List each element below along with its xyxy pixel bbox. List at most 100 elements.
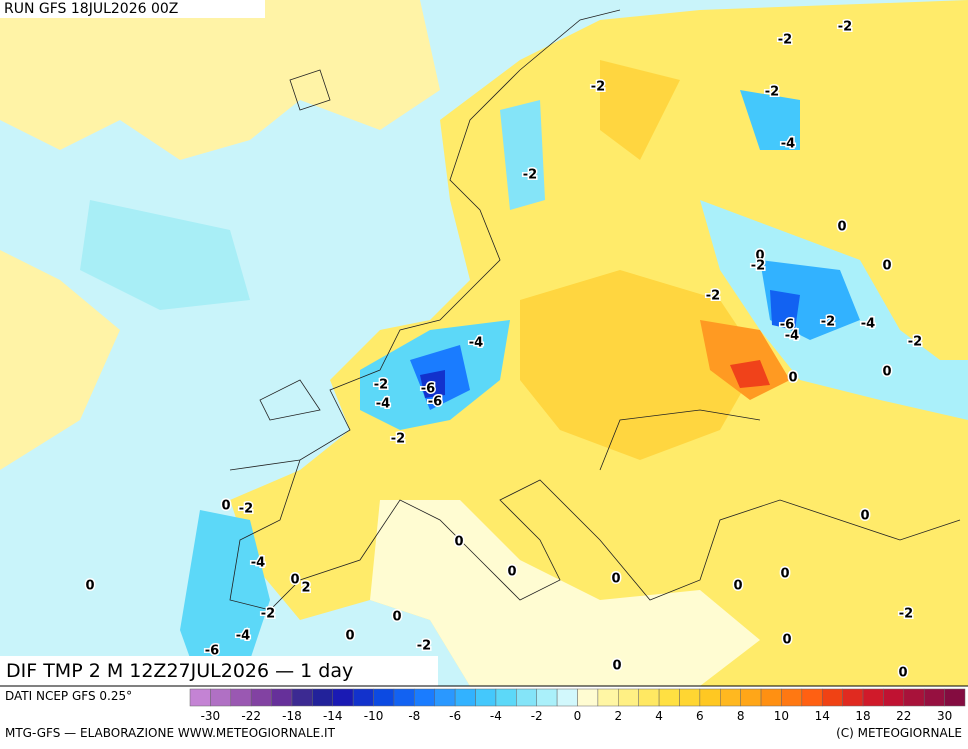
contour-label: 0 — [782, 633, 791, 648]
colorbar-swatch — [862, 688, 884, 707]
contour-label: -2 — [821, 315, 835, 330]
field-cool — [500, 100, 545, 210]
footer-right: (C) METEOGIORNALE — [836, 726, 962, 740]
colorbar-tick-label: 0 — [574, 709, 582, 723]
colorbar-swatch — [679, 688, 701, 707]
colorbar-swatch — [801, 688, 823, 707]
contour-label: -2 — [239, 502, 253, 517]
contour-label: -6 — [428, 395, 442, 410]
colorbar-tick-label: 8 — [737, 709, 745, 723]
map-caption: DIF TMP 2 M 12Z27JUL2026 — 1 day — [6, 660, 353, 682]
contour-label: 0 — [290, 573, 299, 588]
colorbar-tick-label: -30 — [201, 709, 221, 723]
colorbar-swatch — [781, 688, 803, 707]
contour-labels: -2-2-2 -2-4-200-2 0-2-6 -2 -4-4 -2-4-2 -6-4 -60… — [84, 18, 924, 682]
map: RUN GFS 18JUL2026 00Z DIF TMP 2 M 12Z27J… — [0, 0, 968, 686]
contour-label: -2 — [899, 607, 913, 622]
colorbar-swatch — [536, 688, 558, 707]
colorbar-swatch — [189, 688, 211, 707]
contour-label: 0 — [882, 365, 891, 380]
contour-label: -2 — [908, 335, 922, 350]
title-box — [0, 0, 265, 18]
run-title: RUN GFS 18JUL2026 00Z — [4, 1, 178, 17]
colorbar-swatch — [210, 688, 232, 707]
colorbar-swatch — [516, 688, 537, 707]
colorbar-swatch — [577, 688, 599, 707]
contour-label: 0 — [882, 259, 891, 274]
colorbar: -30 -22 -18 -14 -10 -8 -6 -4 -2 0 2 4 6 8 10 14 18 22 30 — [189, 688, 966, 723]
colorbar-swatch — [250, 688, 272, 707]
colorbar-swatch — [883, 688, 905, 707]
colorbar-swatch — [393, 688, 415, 707]
colorbar-swatch — [475, 688, 497, 707]
contour-label: -2 — [751, 259, 765, 274]
colorbar-swatch — [760, 688, 782, 707]
field-cold — [180, 510, 270, 686]
colorbar-swatch — [332, 688, 354, 707]
contour-label: 0 — [837, 220, 846, 235]
contour-label: 0 — [345, 629, 354, 644]
contour-label: 0 — [85, 579, 94, 594]
colorbar-tick-label: 22 — [896, 709, 911, 723]
colorbar-swatch — [638, 688, 660, 707]
field-warm — [600, 60, 680, 160]
contour-label: -2 — [706, 289, 720, 304]
contour-label: -2 — [523, 168, 537, 183]
colorbar-tick-label: -14 — [323, 709, 343, 723]
colorbar-tick-label: -8 — [408, 709, 420, 723]
contour-label: -4 — [861, 317, 875, 332]
field-warm — [0, 0, 440, 160]
colorbar-swatch — [352, 688, 374, 707]
contour-label: 0 — [454, 535, 463, 550]
data-source: DATI NCEP GFS 0.25° — [5, 689, 132, 703]
field-cold — [770, 290, 800, 330]
contour-label: -2 — [391, 432, 405, 447]
contour-label: -6 — [421, 382, 435, 397]
contour-label: -6 — [780, 318, 794, 333]
contour-label: -6 — [205, 644, 219, 659]
contour-label: 0 — [392, 610, 401, 625]
colorbar-tick-label: 10 — [774, 709, 789, 723]
contour-label: -4 — [236, 629, 250, 644]
colorbar-swatch — [658, 688, 680, 707]
colorbar-tick-label: -22 — [241, 709, 261, 723]
colorbar-tick-label: -18 — [282, 709, 302, 723]
contour-label: -2 — [374, 378, 388, 393]
colorbar-swatch — [230, 688, 252, 707]
colorbar-tick-label: -6 — [449, 709, 461, 723]
colorbar-swatch — [434, 688, 456, 707]
colorbar-tick-label: 4 — [655, 709, 663, 723]
colorbar-swatch — [618, 688, 639, 707]
contour-label: 0 — [788, 371, 797, 386]
field-warm — [0, 250, 120, 470]
colorbar-swatch — [414, 688, 435, 707]
colorbar-tick-label: 2 — [614, 709, 622, 723]
contour-label: 0 — [755, 249, 764, 264]
colorbar-tick-label: 6 — [696, 709, 704, 723]
colorbar-tick-label: 30 — [937, 709, 952, 723]
field-hot — [730, 360, 770, 388]
colorbar-tick-label: -10 — [364, 709, 384, 723]
contour-label: 0 — [733, 579, 742, 594]
contour-label: 0 — [221, 499, 230, 514]
field-mild — [370, 500, 760, 686]
footer-left: MTG-GFS — ELABORAZIONE WWW.METEOGIORNALE… — [5, 726, 336, 740]
colorbar-swatch — [740, 688, 762, 707]
colorbar-swatch — [291, 688, 313, 707]
contour-label: -4 — [469, 336, 483, 351]
field-cool — [80, 200, 250, 310]
colorbar-tick-label: -4 — [490, 709, 502, 723]
colorbar-swatch — [720, 688, 741, 707]
colorbar-swatch — [903, 688, 925, 707]
contour-label: -2 — [765, 85, 779, 100]
contour-label: -2 — [417, 639, 431, 654]
colorbar-swatch — [923, 688, 945, 707]
colorbar-swatch — [944, 688, 966, 707]
contour-label: 2 — [301, 581, 310, 596]
contour-label: 0 — [507, 565, 516, 580]
contour-label: -2 — [778, 33, 792, 48]
contour-label: -4 — [376, 397, 390, 412]
contour-label: 0 — [611, 572, 620, 587]
contour-label: -4 — [785, 329, 799, 344]
